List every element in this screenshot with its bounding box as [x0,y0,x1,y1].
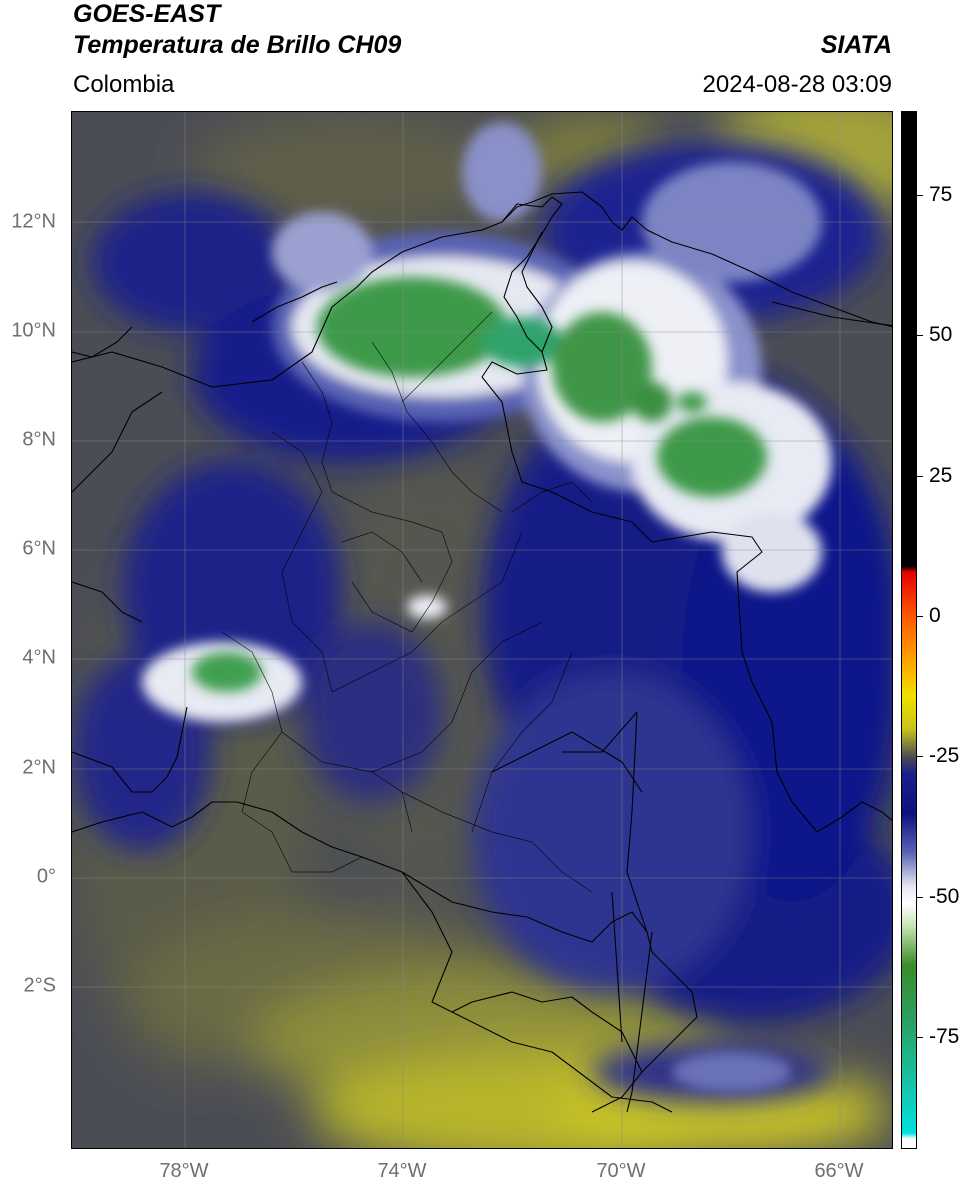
region-label: Colombia [73,71,175,98]
lat-label-8n: 8°N [22,428,56,451]
map-canvas [72,112,892,1148]
colorbar-tick-label: 0 [929,603,941,627]
lat-label-10n: 10°N [11,319,56,342]
product-subtitle: Temperatura de Brillo CH09 [73,31,402,59]
datetime-label: 2024-08-28 03:09 [702,71,893,98]
colorbar-tick-label: 75 [929,183,953,207]
colorbar-tick-label: 50 [929,323,953,347]
lat-label-4n: 4°N [22,646,56,669]
lon-label-70w: 70°W [596,1160,646,1182]
deep-convection-green [192,277,767,692]
country-borders [72,191,892,1113]
colorbar-tick [917,756,923,758]
colorbar-tick-label: -50 [929,884,960,908]
lat-label-12n: 12°N [11,210,56,233]
colorbar-tick [917,195,923,197]
lat-label-6n: 6°N [22,537,56,560]
lat-label-0: 0° [36,865,56,888]
colorbar-tick-label: -75 [929,1024,960,1048]
colorbar-gradient [902,112,916,1148]
lat-label-2n: 2°N [22,756,56,779]
colorbar-tick [917,615,923,617]
colorbar-tick [917,475,923,477]
lat-label-2s: 2°S [23,974,56,997]
product-title: GOES-EAST [73,0,221,28]
lon-label-78w: 78°W [159,1160,209,1182]
colorbar-tick-label: -25 [929,744,960,768]
lon-label-66w: 66°W [814,1160,864,1182]
satellite-map [71,111,893,1149]
colorbar-tick [917,335,923,337]
department-borders [221,311,593,893]
graticule [72,112,892,1148]
colorbar-tick-label: 25 [929,463,953,487]
temperature-colorbar [901,111,917,1149]
brand-label: SIATA [820,31,892,59]
colorbar-tick [917,896,923,898]
colorbar-tick [917,1036,923,1038]
lon-label-74w: 74°W [377,1160,427,1182]
